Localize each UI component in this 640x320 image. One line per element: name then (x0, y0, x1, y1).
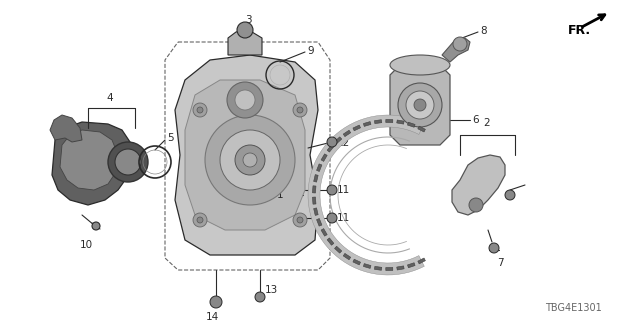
Circle shape (489, 243, 499, 253)
Polygon shape (386, 119, 393, 123)
Circle shape (210, 296, 222, 308)
Text: 7: 7 (497, 258, 503, 268)
Circle shape (220, 130, 280, 190)
Circle shape (327, 185, 337, 195)
Polygon shape (408, 263, 415, 268)
Polygon shape (335, 246, 342, 253)
Polygon shape (317, 164, 322, 172)
Polygon shape (386, 268, 393, 270)
Polygon shape (312, 186, 316, 193)
Polygon shape (312, 197, 316, 204)
Polygon shape (52, 122, 132, 205)
Circle shape (115, 149, 141, 175)
Polygon shape (321, 154, 327, 161)
Text: 11: 11 (337, 185, 350, 195)
Circle shape (327, 137, 337, 147)
Circle shape (197, 217, 203, 223)
Polygon shape (308, 115, 424, 275)
Polygon shape (353, 259, 360, 265)
Text: FR.: FR. (568, 23, 591, 36)
Circle shape (505, 190, 515, 200)
Text: 3: 3 (244, 15, 252, 25)
Circle shape (227, 82, 263, 118)
Circle shape (327, 213, 337, 223)
Circle shape (255, 292, 265, 302)
Text: 6: 6 (472, 115, 479, 125)
Circle shape (92, 222, 100, 230)
Polygon shape (228, 30, 262, 55)
Text: 14: 14 (205, 312, 219, 320)
Text: TBG4E1301: TBG4E1301 (545, 303, 602, 313)
Polygon shape (327, 145, 334, 152)
Polygon shape (364, 264, 371, 268)
Polygon shape (314, 175, 318, 182)
Polygon shape (397, 120, 404, 124)
Text: 11: 11 (337, 213, 350, 223)
Polygon shape (418, 258, 426, 264)
Circle shape (297, 217, 303, 223)
Text: 4: 4 (107, 93, 113, 103)
Polygon shape (343, 130, 351, 137)
Polygon shape (452, 155, 505, 215)
Text: 13: 13 (265, 285, 278, 295)
Circle shape (414, 99, 426, 111)
Circle shape (197, 107, 203, 113)
Polygon shape (397, 266, 404, 270)
Circle shape (297, 107, 303, 113)
Circle shape (406, 91, 434, 119)
Circle shape (243, 153, 257, 167)
Polygon shape (321, 228, 327, 236)
Text: 8: 8 (480, 26, 486, 36)
Text: 9: 9 (307, 46, 314, 56)
Circle shape (398, 83, 442, 127)
Circle shape (453, 37, 467, 51)
Ellipse shape (390, 55, 450, 75)
Polygon shape (185, 80, 305, 230)
Polygon shape (314, 208, 318, 215)
Text: 2: 2 (484, 118, 490, 128)
Text: 10: 10 (79, 240, 93, 250)
Polygon shape (175, 55, 318, 255)
Polygon shape (50, 115, 82, 142)
Circle shape (108, 142, 148, 182)
Circle shape (237, 22, 253, 38)
Circle shape (205, 115, 295, 205)
Polygon shape (353, 125, 360, 131)
Polygon shape (335, 137, 342, 144)
Circle shape (235, 145, 265, 175)
Text: 1: 1 (276, 190, 283, 200)
Circle shape (293, 213, 307, 227)
Polygon shape (343, 253, 351, 260)
Circle shape (469, 198, 483, 212)
Polygon shape (364, 122, 371, 126)
Polygon shape (374, 120, 382, 124)
Circle shape (193, 103, 207, 117)
Polygon shape (317, 219, 322, 226)
Polygon shape (60, 130, 118, 190)
Circle shape (293, 103, 307, 117)
Text: 5: 5 (167, 133, 173, 143)
Polygon shape (374, 266, 382, 270)
Circle shape (193, 213, 207, 227)
Polygon shape (327, 238, 334, 245)
Polygon shape (390, 65, 450, 145)
Polygon shape (408, 122, 415, 127)
Polygon shape (418, 126, 426, 132)
Polygon shape (442, 38, 470, 62)
Circle shape (235, 90, 255, 110)
Text: 12: 12 (337, 138, 350, 148)
